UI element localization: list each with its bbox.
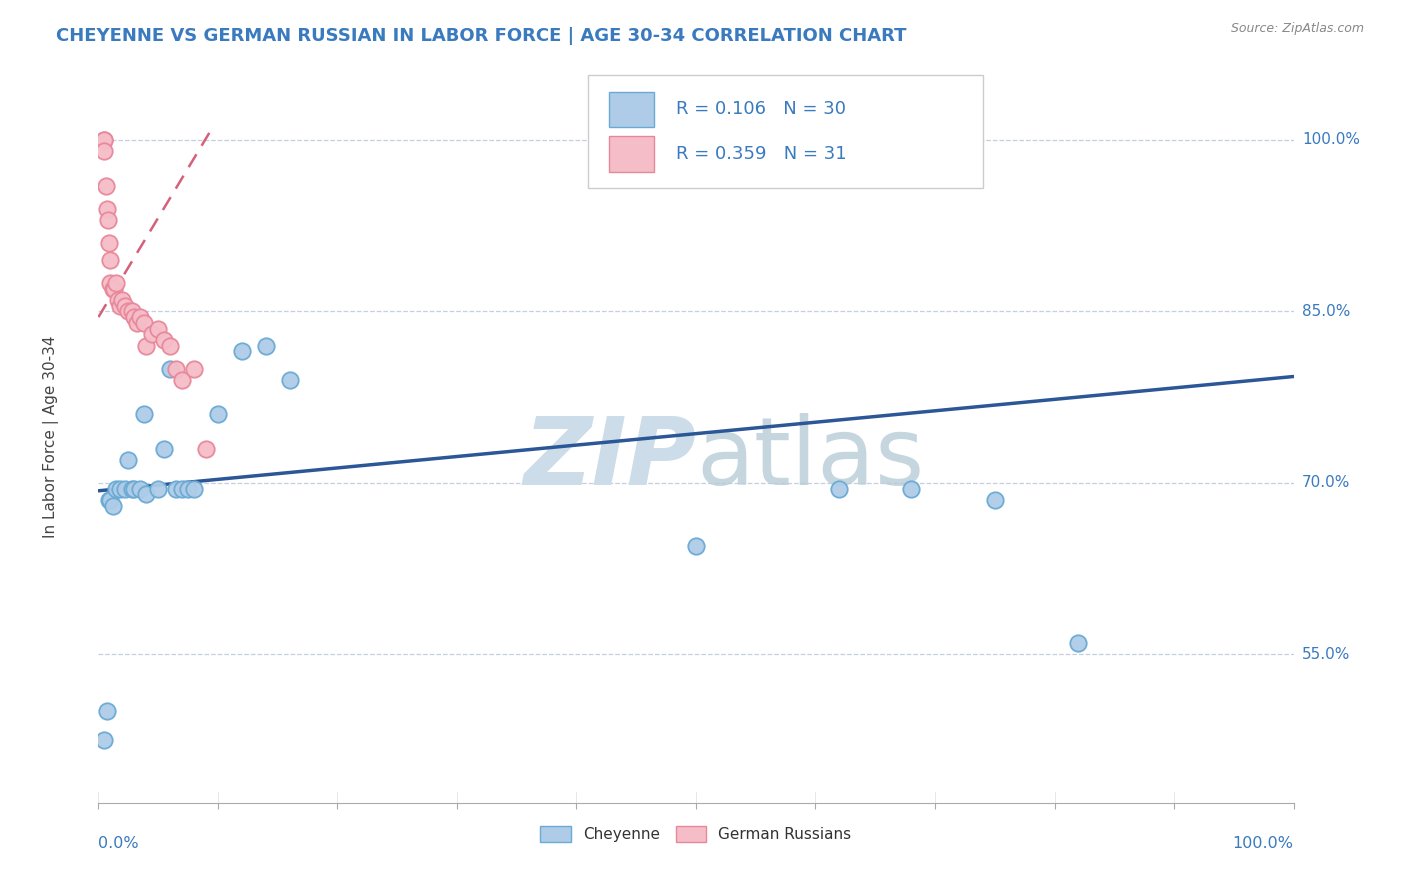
Point <box>195 442 218 456</box>
Point <box>98 492 122 507</box>
Point <box>96 704 118 718</box>
Point <box>254 339 277 353</box>
Point <box>177 482 200 496</box>
Text: In Labor Force | Age 30-34: In Labor Force | Age 30-34 <box>42 335 59 539</box>
Point <box>117 453 139 467</box>
Point <box>900 482 922 496</box>
Legend: Cheyenne, German Russians: Cheyenne, German Russians <box>533 819 859 850</box>
Point <box>129 310 152 324</box>
Text: 55.0%: 55.0% <box>1302 647 1350 662</box>
Point <box>124 310 146 324</box>
Point <box>107 293 129 307</box>
Point <box>148 482 170 496</box>
Point <box>108 299 131 313</box>
Point <box>98 276 122 290</box>
Point <box>93 133 115 147</box>
Point <box>159 339 181 353</box>
Point <box>93 145 115 159</box>
Point <box>111 293 134 307</box>
Point <box>93 133 115 147</box>
Point <box>172 373 194 387</box>
Text: ZIP: ZIP <box>523 413 696 505</box>
Point <box>114 482 136 496</box>
Point <box>148 321 170 335</box>
Point <box>114 299 136 313</box>
FancyBboxPatch shape <box>589 75 983 188</box>
Text: CHEYENNE VS GERMAN RUSSIAN IN LABOR FORCE | AGE 30-34 CORRELATION CHART: CHEYENNE VS GERMAN RUSSIAN IN LABOR FORC… <box>56 27 907 45</box>
Point <box>96 202 118 216</box>
Point <box>153 333 176 347</box>
Point <box>97 213 120 227</box>
Text: 100.0%: 100.0% <box>1302 132 1360 147</box>
Point <box>101 281 124 295</box>
Point <box>124 482 146 496</box>
Point <box>105 482 128 496</box>
Point <box>103 281 125 295</box>
Text: 70.0%: 70.0% <box>1302 475 1350 491</box>
Point <box>159 361 181 376</box>
Point <box>101 499 124 513</box>
Text: atlas: atlas <box>696 413 924 505</box>
Point <box>98 492 121 507</box>
Point <box>231 344 253 359</box>
Point <box>121 482 143 496</box>
Point <box>165 482 187 496</box>
Text: R = 0.359   N = 31: R = 0.359 N = 31 <box>676 145 846 163</box>
Point <box>98 235 121 250</box>
Point <box>984 492 1007 507</box>
Point <box>94 178 117 193</box>
Point <box>129 482 152 496</box>
FancyBboxPatch shape <box>609 136 654 171</box>
Point <box>135 487 157 501</box>
Point <box>117 304 139 318</box>
Point <box>98 252 122 267</box>
Point <box>135 339 157 353</box>
Point <box>685 539 707 553</box>
Point <box>153 442 176 456</box>
Text: 100.0%: 100.0% <box>1233 836 1294 851</box>
Point <box>183 482 205 496</box>
Point <box>125 316 148 330</box>
FancyBboxPatch shape <box>609 92 654 127</box>
Point <box>165 361 187 376</box>
Text: R = 0.106   N = 30: R = 0.106 N = 30 <box>676 101 845 119</box>
Point <box>93 733 115 747</box>
Text: Source: ZipAtlas.com: Source: ZipAtlas.com <box>1230 22 1364 36</box>
Point <box>108 482 131 496</box>
Point <box>1067 636 1090 650</box>
Point <box>141 327 163 342</box>
Point <box>207 407 229 421</box>
Point <box>278 373 301 387</box>
Point <box>121 304 143 318</box>
Text: 0.0%: 0.0% <box>98 836 139 851</box>
Point <box>183 361 205 376</box>
Text: 85.0%: 85.0% <box>1302 304 1350 318</box>
Point <box>132 407 155 421</box>
Point <box>828 482 851 496</box>
Point <box>172 482 194 496</box>
Point <box>132 316 155 330</box>
Point <box>105 276 128 290</box>
